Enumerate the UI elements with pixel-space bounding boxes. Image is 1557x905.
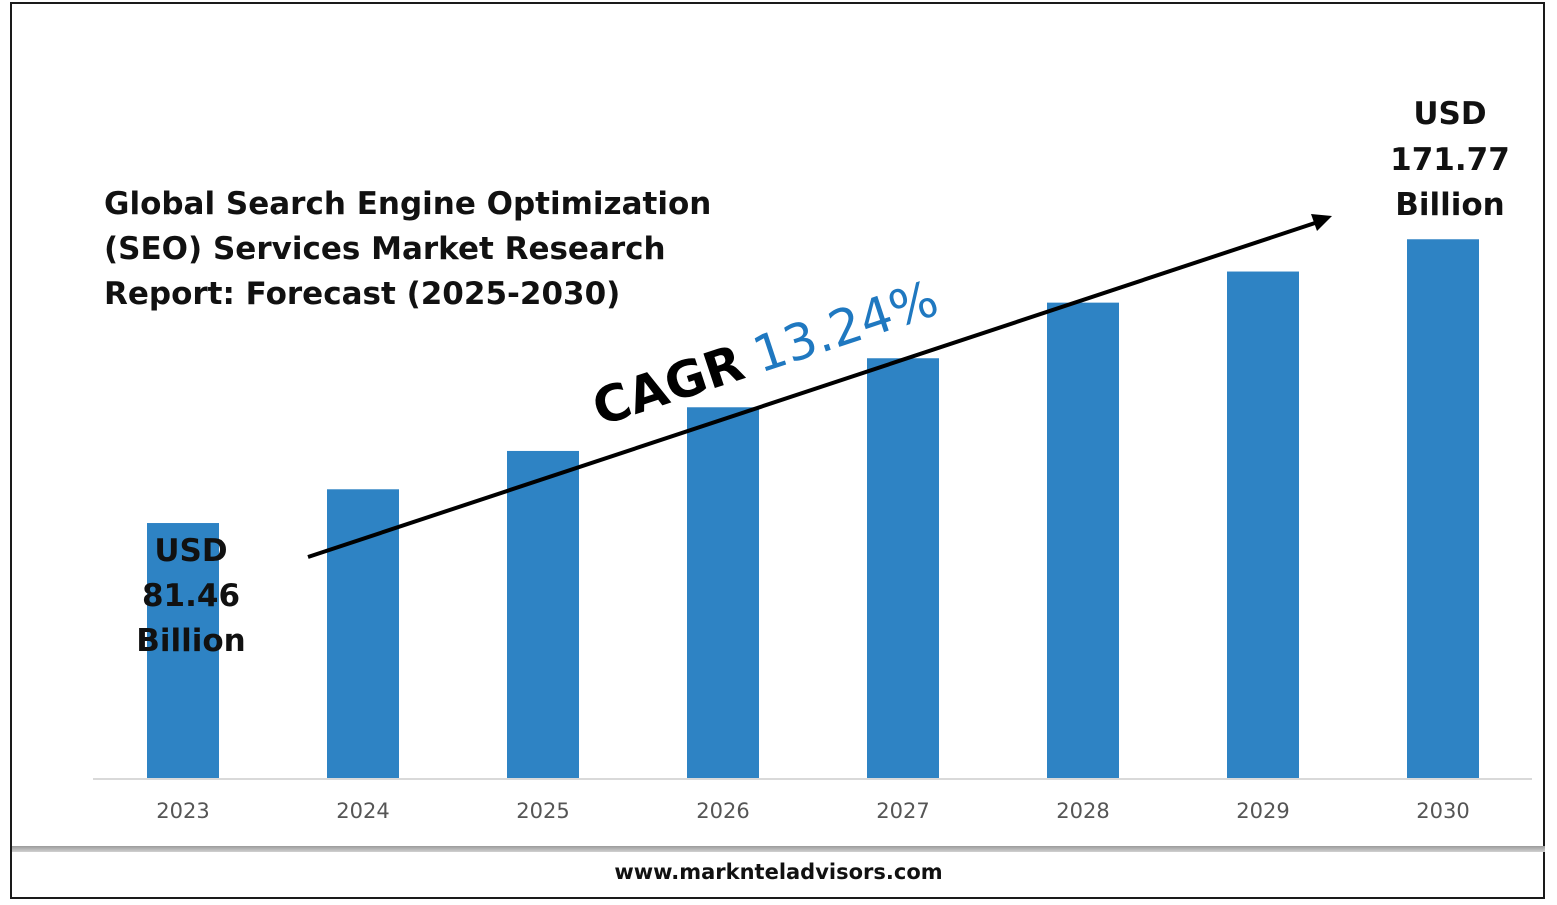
end-callout-line-2: 171.77 — [1390, 142, 1510, 178]
bar-2029 — [1227, 271, 1299, 779]
footer-divider — [12, 846, 1545, 852]
x-axis-ticks: 2023 2024 2025 2026 2027 2028 2029 2030 — [156, 799, 1469, 823]
start-value-callout: USD 81.46 Billion — [136, 533, 246, 659]
bar-group — [147, 239, 1479, 779]
start-callout-line-1: USD — [154, 533, 227, 569]
x-tick-label: 2028 — [1056, 799, 1109, 823]
start-callout-line-3: Billion — [136, 623, 246, 659]
chart-title-line-1: Global Search Engine Optimization — [104, 186, 711, 222]
bar-2030 — [1407, 239, 1479, 779]
cagr-arrow — [307, 214, 1332, 559]
arrow-head-icon — [1311, 214, 1332, 231]
end-callout-line-3: Billion — [1395, 187, 1505, 223]
bar-2023 — [147, 523, 219, 779]
x-tick-label: 2027 — [876, 799, 929, 823]
x-tick-label: 2030 — [1416, 799, 1469, 823]
bar-2028 — [1047, 302, 1119, 779]
bar-2026 — [687, 407, 759, 779]
end-callout-line-1: USD — [1413, 96, 1486, 132]
chart-title-line-2: (SEO) Services Market Research — [104, 231, 666, 267]
x-tick-label: 2025 — [516, 799, 569, 823]
x-tick-label: 2029 — [1236, 799, 1289, 823]
bar-2025 — [507, 450, 579, 779]
end-value-callout: USD 171.77 Billion — [1390, 96, 1510, 223]
footer-website-link[interactable]: www.marknteladvisors.com — [614, 860, 943, 884]
x-tick-label: 2023 — [156, 799, 209, 823]
start-callout-line-2: 81.46 — [142, 578, 240, 614]
bar-2027 — [867, 358, 939, 779]
chart-title-line-3: Report: Forecast (2025-2030) — [104, 276, 620, 312]
x-tick-label: 2024 — [336, 799, 389, 823]
x-tick-label: 2026 — [696, 799, 749, 823]
bar-2024 — [327, 489, 399, 779]
